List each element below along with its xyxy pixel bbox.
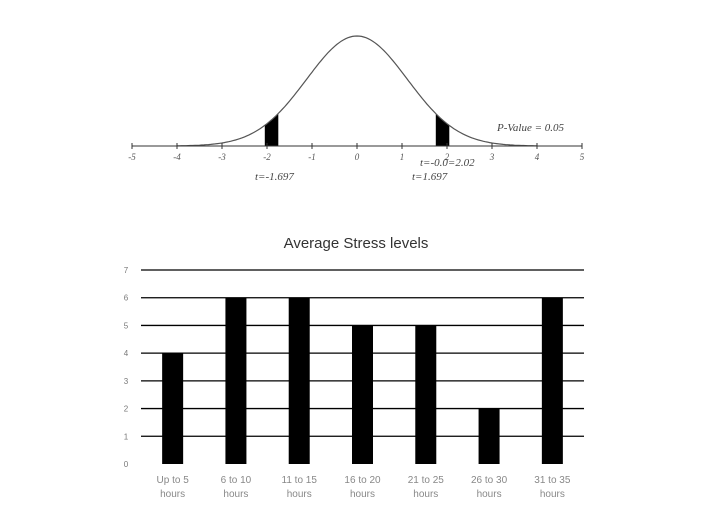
- y-tick-label: 3: [124, 377, 129, 386]
- p-value-annotation: P-Value = 0.05: [496, 122, 564, 134]
- x-category-label: 31 to 35 hours: [534, 475, 571, 500]
- distribution-tick-label: -4: [173, 152, 181, 162]
- distribution-tick-label: -5: [128, 152, 136, 162]
- x-category-label: 16 to 20 hours: [344, 475, 381, 500]
- y-tick-label: 0: [124, 460, 129, 469]
- distribution-tick-label: 4: [535, 152, 540, 162]
- y-tick-label: 7: [124, 266, 129, 275]
- stress-bar-chart: Average Stress levels 0 1 2 3 4 5 6 7 Up to 5 ho…: [124, 235, 584, 500]
- t-critical-right-annotation: t=1.697: [412, 171, 448, 183]
- x-axis-labels: Up to 5 hours 6 to 10 hours 11 to 15 hours 16 …: [157, 475, 571, 500]
- x-category-label: 21 to 25 hours: [408, 475, 445, 500]
- x-category-label: 26 to 30 hours: [471, 475, 508, 500]
- distribution-tick-label: -2: [263, 152, 271, 162]
- bar: [352, 325, 373, 464]
- t-observed-annotation: t=-0.0=2.02: [420, 157, 475, 169]
- distribution-tick-label: 1: [400, 152, 405, 162]
- y-tick-label: 6: [124, 294, 129, 303]
- y-tick-label: 4: [124, 349, 129, 358]
- distribution-axis-ticks: -5 -4 -3 -2 -1 0 1 2 3 4 5: [128, 143, 585, 162]
- bar: [415, 325, 437, 464]
- y-axis-ticks: 0 1 2 3 4 5 6 7: [124, 266, 129, 469]
- bar: [288, 297, 310, 464]
- distribution-tick-label: -3: [218, 152, 226, 162]
- bar: [541, 297, 563, 464]
- y-tick-label: 5: [124, 321, 129, 330]
- distribution-tick-label: 2: [445, 152, 450, 162]
- distribution-tick-label: 0: [355, 152, 360, 162]
- t-distribution-diagram: -5 -4 -3 -2 -1 0 1 2 3 4 5 P-Value = 0.05 t=-0.0=2…: [128, 35, 585, 183]
- distribution-tick-label: 5: [580, 152, 585, 162]
- bar: [162, 353, 184, 464]
- y-tick-label: 1: [124, 432, 129, 441]
- t-critical-left-annotation: t=-1.697: [255, 171, 294, 183]
- x-category-label: 11 to 15 hours: [282, 475, 318, 500]
- y-tick-label: 2: [124, 405, 129, 414]
- left-rejection-tail: [264, 113, 279, 146]
- bars: [162, 297, 563, 464]
- bar: [225, 297, 247, 464]
- x-category-label: 6 to 10 hours: [221, 475, 252, 500]
- bar: [478, 408, 500, 464]
- x-category-label: Up to 5 hours: [157, 475, 190, 500]
- bell-curve: [177, 35, 537, 147]
- distribution-tick-label: -1: [308, 152, 316, 162]
- right-rejection-tail: [435, 113, 450, 146]
- distribution-tick-label: 3: [489, 152, 495, 162]
- chart-title: Average Stress levels: [284, 235, 429, 252]
